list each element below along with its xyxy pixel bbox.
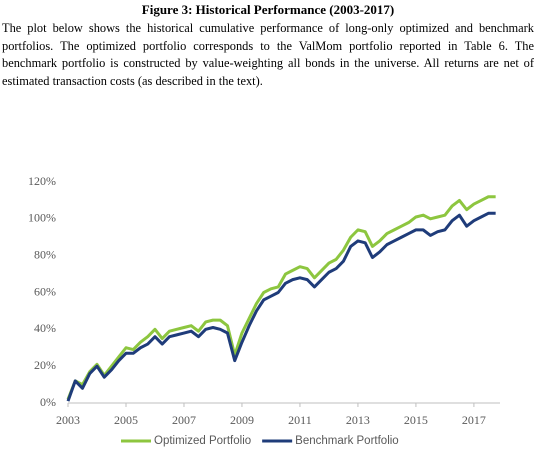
y-tick-label: 80% — [34, 247, 56, 261]
figure-title: Figure 3: Historical Performance (2003-2… — [141, 2, 395, 17]
y-tick-label: 60% — [34, 284, 56, 298]
series-line — [66, 195, 496, 400]
x-tick-label: 2005 — [114, 413, 138, 427]
x-tick-label: 2017 — [462, 413, 486, 427]
y-tick-label: 120% — [28, 174, 56, 188]
legend-label: Optimized Portfolio — [154, 435, 251, 447]
x-tick-label: 2015 — [404, 413, 428, 427]
x-tick-label: 2013 — [346, 413, 370, 427]
x-tick-label: 2003 — [56, 413, 80, 427]
y-tick-label: 100% — [28, 211, 56, 225]
y-tick-label: 0% — [40, 395, 56, 409]
legend-label: Benchmark Portfolio — [295, 435, 399, 447]
figure-caption: The plot below shows the historical cumu… — [2, 21, 534, 88]
y-tick-label: 40% — [34, 321, 56, 335]
chart: 0% 20% 40% 60% 80% 100% 120% 2003 2005 2007 2009 20… — [28, 174, 500, 447]
y-tick-label: 20% — [34, 358, 56, 372]
x-tick-label: 2007 — [172, 413, 196, 427]
x-tick-label: 2009 — [230, 413, 254, 427]
series-line — [66, 211, 496, 402]
x-tick-label: 2011 — [288, 413, 312, 427]
